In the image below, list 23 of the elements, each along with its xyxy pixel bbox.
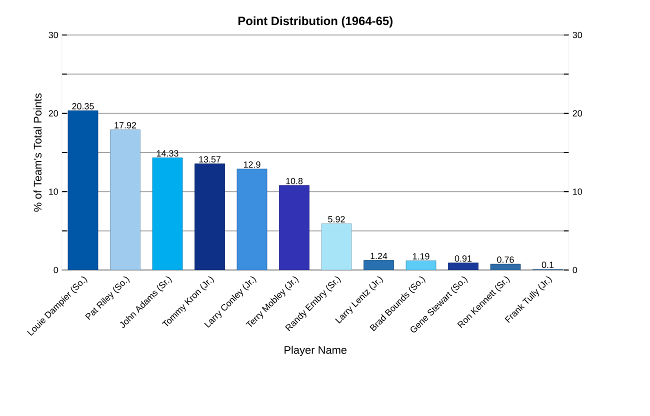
data-label: 12.9 xyxy=(244,161,260,168)
y2-tick-label: 10 xyxy=(573,188,582,195)
y-tick-label: 30 xyxy=(48,32,58,38)
y2-tick-label: 0 xyxy=(572,266,578,274)
data-label: 20.35 xyxy=(72,103,94,110)
data-label: 1.24 xyxy=(370,252,388,260)
chart-title: Point Distribution (1964-65) xyxy=(238,16,392,28)
data-label: 10.8 xyxy=(286,178,303,184)
data-label: 17.92 xyxy=(114,122,136,128)
data-label: 13.57 xyxy=(199,156,221,163)
y2-tick-label: 30 xyxy=(572,32,582,38)
data-label: 14.33 xyxy=(156,150,178,157)
y-tick-label: 20 xyxy=(48,110,58,117)
y-tick-label: 10 xyxy=(49,188,58,195)
data-label: 5.92 xyxy=(328,216,345,222)
y-tick-label: 0 xyxy=(54,266,58,274)
data-label: 0.76 xyxy=(497,256,514,263)
data-label: 0.91 xyxy=(454,255,472,262)
data-label: 1.19 xyxy=(412,253,430,260)
y-axis-title: % of Team's Total Points xyxy=(34,93,42,212)
x-axis-title: Player Name xyxy=(284,346,347,356)
data-label: 0.1 xyxy=(542,262,554,268)
y2-tick-label: 20 xyxy=(572,110,582,117)
